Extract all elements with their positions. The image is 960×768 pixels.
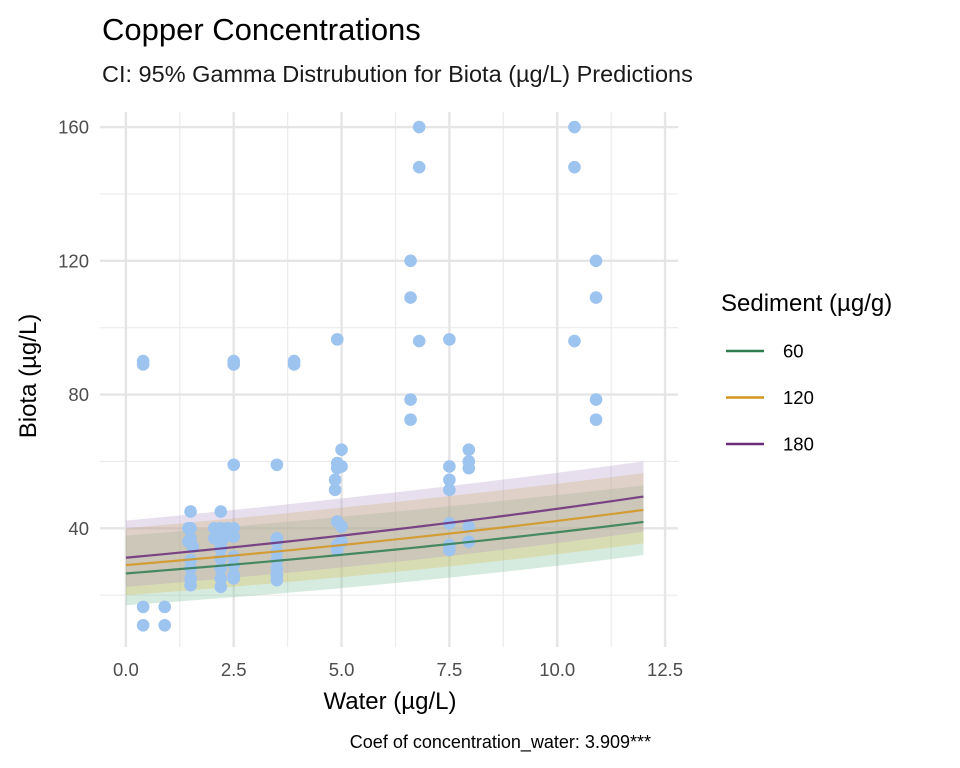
data-point bbox=[404, 413, 417, 426]
data-point bbox=[214, 580, 228, 594]
data-point bbox=[328, 473, 342, 487]
x-tick-label: 7.5 bbox=[437, 659, 463, 680]
data-point bbox=[404, 393, 417, 406]
y-tick-label: 80 bbox=[68, 384, 89, 405]
x-tick-label: 10.0 bbox=[539, 659, 575, 680]
data-point bbox=[136, 600, 150, 614]
major-gridlines bbox=[100, 112, 678, 647]
fit-lines bbox=[125, 495, 644, 575]
data-point bbox=[214, 505, 228, 518]
data-point bbox=[568, 160, 581, 174]
y-tick-labels: 40 80 120 160 bbox=[58, 117, 89, 539]
data-point bbox=[328, 483, 342, 497]
data-point bbox=[214, 552, 228, 565]
data-point bbox=[462, 520, 476, 533]
fit-line-60 bbox=[125, 520, 644, 575]
x-tick-label: 5.0 bbox=[329, 659, 355, 680]
data-point bbox=[136, 358, 150, 371]
legend-title: Sediment (µg/g) bbox=[721, 290, 892, 317]
data-point bbox=[589, 291, 603, 304]
data-point bbox=[412, 120, 426, 134]
x-tick-label: 12.5 bbox=[647, 659, 683, 680]
data-point bbox=[404, 291, 417, 304]
x-tick-label: 2.5 bbox=[221, 659, 247, 680]
fit-line-180 bbox=[125, 495, 644, 559]
data-point bbox=[136, 618, 150, 632]
chart-title: Copper Concentrations bbox=[102, 12, 421, 47]
data-point bbox=[330, 461, 344, 475]
y-axis-title: Biota (µg/L) bbox=[15, 314, 42, 439]
data-point bbox=[443, 473, 456, 487]
data-point bbox=[330, 333, 344, 346]
legend: Sediment (µg/g) 60 120 180 bbox=[721, 290, 892, 455]
y-tick-label: 120 bbox=[58, 250, 89, 271]
data-point bbox=[462, 461, 476, 475]
data-point bbox=[227, 458, 241, 472]
data-point bbox=[227, 530, 241, 543]
data-point bbox=[589, 413, 603, 426]
x-tick-label: 0.0 bbox=[113, 659, 139, 680]
data-point bbox=[412, 334, 426, 348]
data-point bbox=[270, 458, 284, 472]
legend-label-180: 180 bbox=[783, 434, 814, 455]
y-tick-label: 40 bbox=[68, 518, 89, 539]
confidence-band-180 bbox=[125, 461, 644, 587]
data-point bbox=[335, 443, 348, 457]
confidence-band-120 bbox=[125, 473, 644, 596]
data-point bbox=[568, 120, 581, 134]
data-point bbox=[335, 520, 348, 533]
data-point bbox=[184, 505, 197, 518]
data-point bbox=[568, 334, 581, 348]
data-point bbox=[287, 358, 301, 371]
data-point bbox=[182, 521, 195, 535]
data-point bbox=[158, 618, 172, 632]
data-point bbox=[184, 578, 197, 592]
data-point bbox=[462, 443, 476, 457]
data-point bbox=[186, 540, 200, 553]
minor-gridlines bbox=[100, 112, 678, 647]
data-point bbox=[443, 483, 456, 497]
data-point bbox=[270, 573, 284, 587]
x-tick-labels: 0.0 2.5 5.0 7.5 10.0 12.5 bbox=[113, 659, 683, 680]
data-point bbox=[158, 600, 172, 614]
data-point bbox=[589, 393, 603, 406]
data-point bbox=[589, 254, 603, 268]
confidence-bands bbox=[125, 461, 644, 606]
data-point bbox=[443, 460, 456, 473]
data-point bbox=[443, 543, 456, 557]
fit-line-120 bbox=[125, 508, 644, 567]
x-axis-title: Water (µg/L) bbox=[324, 688, 457, 715]
data-point bbox=[404, 254, 417, 268]
data-point bbox=[227, 572, 241, 585]
chart-caption: Coef of concentration_water: 3.909*** bbox=[350, 732, 651, 753]
legend-label-60: 60 bbox=[783, 341, 804, 362]
data-point bbox=[227, 358, 241, 371]
data-point bbox=[443, 333, 456, 346]
chart-subtitle: CI: 95% Gamma Distrubution for Biota (µg… bbox=[102, 61, 693, 87]
y-tick-label: 160 bbox=[58, 117, 89, 138]
legend-label-120: 120 bbox=[783, 387, 814, 408]
data-point bbox=[412, 160, 426, 174]
